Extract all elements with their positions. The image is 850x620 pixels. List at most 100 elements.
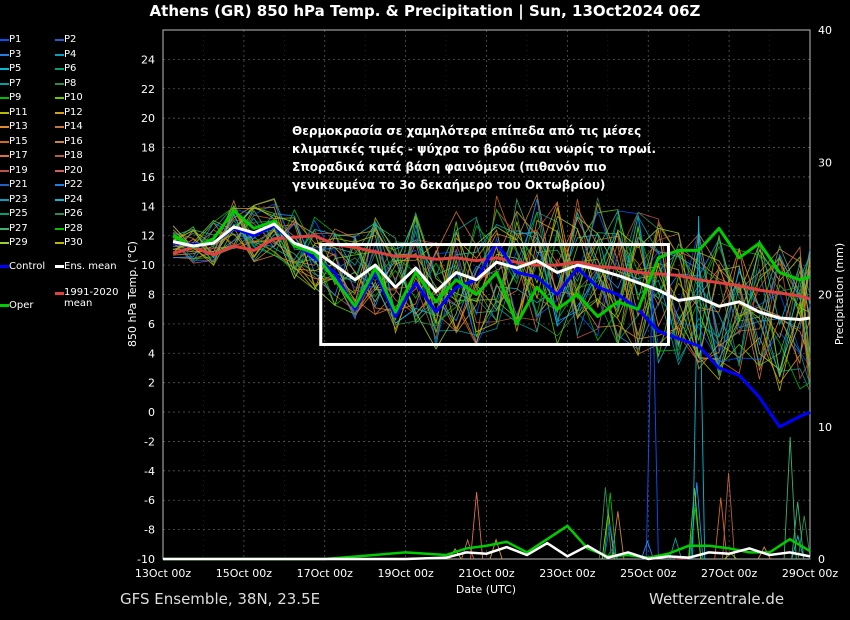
legend-label: 1991-2020 mean: [64, 287, 119, 309]
y-tick-label: 18: [141, 142, 155, 155]
legend-swatch: [0, 155, 9, 157]
legend-swatch: [0, 82, 9, 85]
legend-label: P30: [64, 237, 83, 248]
legend-swatch: [0, 169, 9, 172]
legend-label: P17: [9, 150, 28, 161]
ensemble-member-line: [172, 215, 811, 385]
legend-label: P5: [9, 63, 22, 74]
legend-swatch: [55, 97, 64, 99]
member-precip-spike: [611, 511, 625, 560]
legend-swatch: [55, 292, 64, 295]
y-tick-label: -4: [144, 465, 155, 478]
member-precip-spike: [470, 491, 484, 560]
legend-label: P3: [9, 48, 22, 60]
legend-swatch: [55, 82, 64, 85]
annotation-line: κλιματικές τιμές - ψύχρα το βράδυ και νω…: [292, 142, 657, 156]
legend-label: P8: [64, 77, 77, 89]
legend-swatch: [0, 68, 9, 70]
legend-label: P15: [9, 135, 28, 147]
y-tick-label: 4: [148, 347, 155, 360]
legend-swatch: [0, 39, 9, 41]
legend-label: P16: [64, 135, 83, 147]
y2-tick-label: 10: [818, 421, 832, 434]
legend-swatch: [55, 111, 64, 114]
x-tick-label: 21Oct 00z: [458, 567, 515, 580]
ensemble-member-line: [172, 207, 811, 378]
y-tick-label: 16: [141, 171, 155, 184]
x-tick-label: 19Oct 00z: [377, 567, 434, 580]
legend-swatch: [55, 126, 64, 128]
legend-label: P27: [9, 222, 28, 234]
annotation-line: Σποραδικά κατά βάση φαινόμενα (πιθανόν π…: [292, 160, 607, 174]
member-precip-spike: [791, 501, 805, 560]
y2-tick-label: 30: [818, 156, 832, 169]
legend-label: P11: [9, 106, 28, 118]
legend-label: P9: [9, 92, 22, 103]
legend-label: P24: [64, 193, 83, 205]
source-credit: Wetterzentrale.de: [649, 590, 785, 608]
legend-swatch: [0, 242, 9, 244]
x-tick-label: 29Oct 00z: [782, 567, 839, 580]
y-tick-label: 14: [141, 200, 155, 213]
y-tick-label: 0: [148, 406, 155, 419]
legend-swatch: [55, 140, 64, 143]
member-precip-spike: [688, 488, 702, 560]
legend-label: P18: [64, 150, 83, 161]
legend-swatch: [0, 111, 9, 114]
y2-tick-label: 40: [818, 24, 832, 37]
legend-swatch: [0, 304, 9, 307]
y-tick-label: -6: [144, 494, 155, 507]
legend-label: P21: [9, 179, 28, 190]
ensemble-member-line: [173, 193, 811, 358]
y-tick-label: 24: [141, 53, 155, 66]
legend-swatch: [0, 140, 9, 143]
member-precip-spike: [640, 539, 654, 560]
legend-label: P23: [9, 193, 28, 205]
chart-legend: P1 P2 P3 P4 P5 P6 P7 P8 P9 P10 P11 P12 P13 P14 P15 P16 P…: [0, 30, 130, 320]
x-axis-label: Date (UTC): [456, 583, 516, 596]
legend-label: P12: [64, 106, 83, 118]
y2-tick-label: 0: [818, 553, 825, 566]
legend-swatch: [0, 53, 9, 56]
plot-frame: [162, 29, 811, 560]
legend-swatch: [0, 198, 9, 201]
member-precip-spike: [714, 497, 728, 560]
y-tick-label: -10: [137, 553, 155, 566]
legend-label: Control: [9, 261, 46, 272]
legend-label: Ens. mean: [64, 261, 117, 272]
chart-title: Athens (GR) 850 hPa Temp. & Precipitatio…: [149, 2, 701, 20]
y2-axis-label: Precipitation (mm): [833, 243, 846, 345]
legend-label: P22: [64, 179, 83, 190]
legend-swatch: [0, 184, 9, 186]
legend-swatch: [0, 213, 9, 215]
legend-label: P6: [64, 63, 77, 74]
x-tick-label: 17Oct 00z: [297, 567, 354, 580]
member-precip-spike: [598, 487, 612, 560]
legend-label: P1: [9, 34, 22, 45]
legend-swatch: [55, 198, 64, 201]
legend-label: P4: [64, 48, 77, 60]
precip-mean-line: [163, 541, 811, 561]
y-axis-label: 850 hPa Temp. (°C): [126, 241, 139, 347]
legend-swatch: [55, 227, 64, 230]
model-info: GFS Ensemble, 38N, 23.5E: [120, 590, 321, 608]
annotation-line: γενικευμένα το 3ο δεκαήμερο του Οκτωβρίο…: [292, 178, 606, 192]
legend-label: P26: [64, 208, 83, 219]
member-precip-spike: [791, 534, 805, 560]
y-tick-label: 2: [148, 377, 155, 390]
y2-tick-label: 20: [818, 289, 832, 302]
y-tick-label: 20: [141, 112, 155, 125]
legend-label: P28: [64, 222, 83, 234]
legend-swatch: [0, 97, 9, 99]
legend-swatch: [55, 39, 64, 41]
legend-swatch: [55, 169, 64, 172]
legend-swatch: [55, 155, 64, 157]
x-tick-label: 25Oct 00z: [620, 567, 677, 580]
legend-label: P29: [9, 237, 28, 248]
legend-label: P2: [64, 34, 77, 45]
ensemble-member-line: [172, 203, 811, 363]
member-precip-spike: [603, 492, 617, 560]
legend-label: P20: [64, 164, 83, 176]
legend-label: P13: [9, 121, 28, 132]
